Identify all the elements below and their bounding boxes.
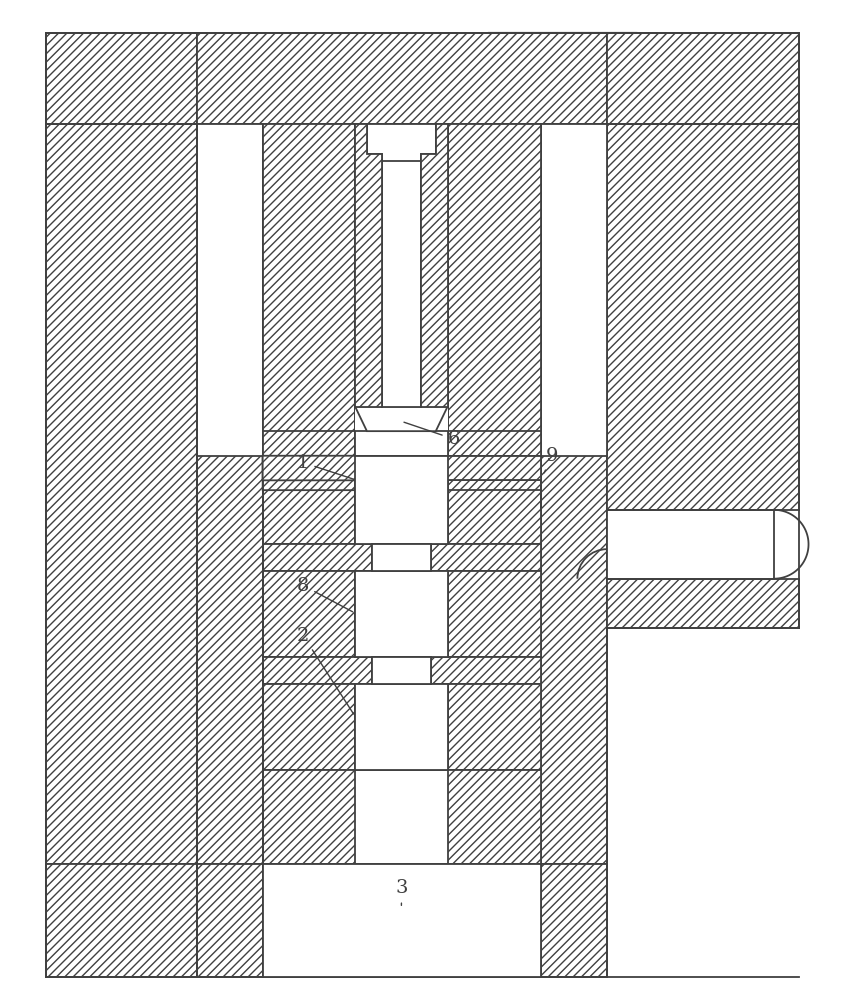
Polygon shape bbox=[447, 124, 541, 456]
Polygon shape bbox=[262, 124, 541, 456]
Polygon shape bbox=[262, 124, 355, 456]
Polygon shape bbox=[46, 33, 489, 124]
Polygon shape bbox=[355, 571, 447, 657]
Polygon shape bbox=[541, 124, 607, 864]
Circle shape bbox=[388, 601, 414, 627]
Polygon shape bbox=[262, 456, 372, 480]
Polygon shape bbox=[376, 124, 426, 416]
Polygon shape bbox=[430, 456, 541, 490]
Text: 8: 8 bbox=[297, 577, 353, 612]
Polygon shape bbox=[541, 864, 607, 977]
Text: 9: 9 bbox=[544, 447, 559, 473]
Text: 3: 3 bbox=[396, 879, 408, 905]
Polygon shape bbox=[430, 544, 541, 571]
Polygon shape bbox=[262, 124, 541, 456]
Polygon shape bbox=[355, 431, 447, 456]
Polygon shape bbox=[421, 124, 447, 407]
Polygon shape bbox=[355, 124, 381, 407]
Circle shape bbox=[388, 601, 414, 627]
Polygon shape bbox=[262, 544, 372, 571]
Polygon shape bbox=[430, 657, 541, 684]
Polygon shape bbox=[355, 456, 447, 544]
Polygon shape bbox=[636, 33, 798, 124]
Polygon shape bbox=[607, 579, 798, 628]
Polygon shape bbox=[197, 33, 607, 124]
Polygon shape bbox=[197, 124, 262, 864]
Polygon shape bbox=[262, 456, 372, 490]
Polygon shape bbox=[197, 124, 607, 456]
Polygon shape bbox=[447, 770, 541, 864]
Polygon shape bbox=[372, 657, 430, 684]
Text: 2: 2 bbox=[297, 627, 354, 714]
Polygon shape bbox=[372, 544, 430, 571]
Polygon shape bbox=[197, 124, 607, 456]
Polygon shape bbox=[262, 770, 355, 864]
Text: 1: 1 bbox=[297, 454, 354, 479]
Polygon shape bbox=[355, 684, 447, 770]
Circle shape bbox=[388, 487, 414, 513]
Polygon shape bbox=[607, 510, 774, 579]
Polygon shape bbox=[372, 544, 430, 571]
Text: 6: 6 bbox=[404, 422, 460, 448]
Polygon shape bbox=[372, 657, 430, 684]
Polygon shape bbox=[355, 124, 447, 456]
Polygon shape bbox=[355, 407, 447, 431]
Polygon shape bbox=[447, 571, 541, 657]
Polygon shape bbox=[262, 124, 541, 456]
Polygon shape bbox=[262, 864, 541, 977]
Polygon shape bbox=[262, 684, 355, 770]
Polygon shape bbox=[262, 657, 372, 684]
Polygon shape bbox=[355, 416, 447, 431]
Polygon shape bbox=[46, 124, 197, 864]
Polygon shape bbox=[262, 864, 541, 977]
Polygon shape bbox=[607, 33, 798, 124]
Polygon shape bbox=[46, 33, 197, 124]
Polygon shape bbox=[447, 684, 541, 770]
Circle shape bbox=[388, 487, 414, 513]
Polygon shape bbox=[46, 864, 197, 977]
Polygon shape bbox=[381, 154, 421, 407]
Polygon shape bbox=[607, 124, 798, 510]
Polygon shape bbox=[46, 33, 798, 456]
Polygon shape bbox=[262, 456, 355, 544]
Polygon shape bbox=[262, 571, 355, 657]
Polygon shape bbox=[489, 33, 636, 141]
Circle shape bbox=[388, 714, 414, 740]
Polygon shape bbox=[355, 571, 447, 657]
Polygon shape bbox=[355, 431, 447, 456]
Polygon shape bbox=[430, 456, 541, 480]
Polygon shape bbox=[447, 456, 541, 544]
Circle shape bbox=[388, 714, 414, 740]
Polygon shape bbox=[367, 124, 436, 169]
Polygon shape bbox=[447, 431, 541, 456]
Polygon shape bbox=[197, 33, 607, 124]
Polygon shape bbox=[355, 684, 447, 770]
Polygon shape bbox=[46, 33, 798, 124]
Polygon shape bbox=[262, 431, 355, 456]
Polygon shape bbox=[197, 864, 262, 977]
Polygon shape bbox=[355, 456, 447, 544]
Polygon shape bbox=[367, 124, 436, 161]
Polygon shape bbox=[430, 456, 541, 480]
